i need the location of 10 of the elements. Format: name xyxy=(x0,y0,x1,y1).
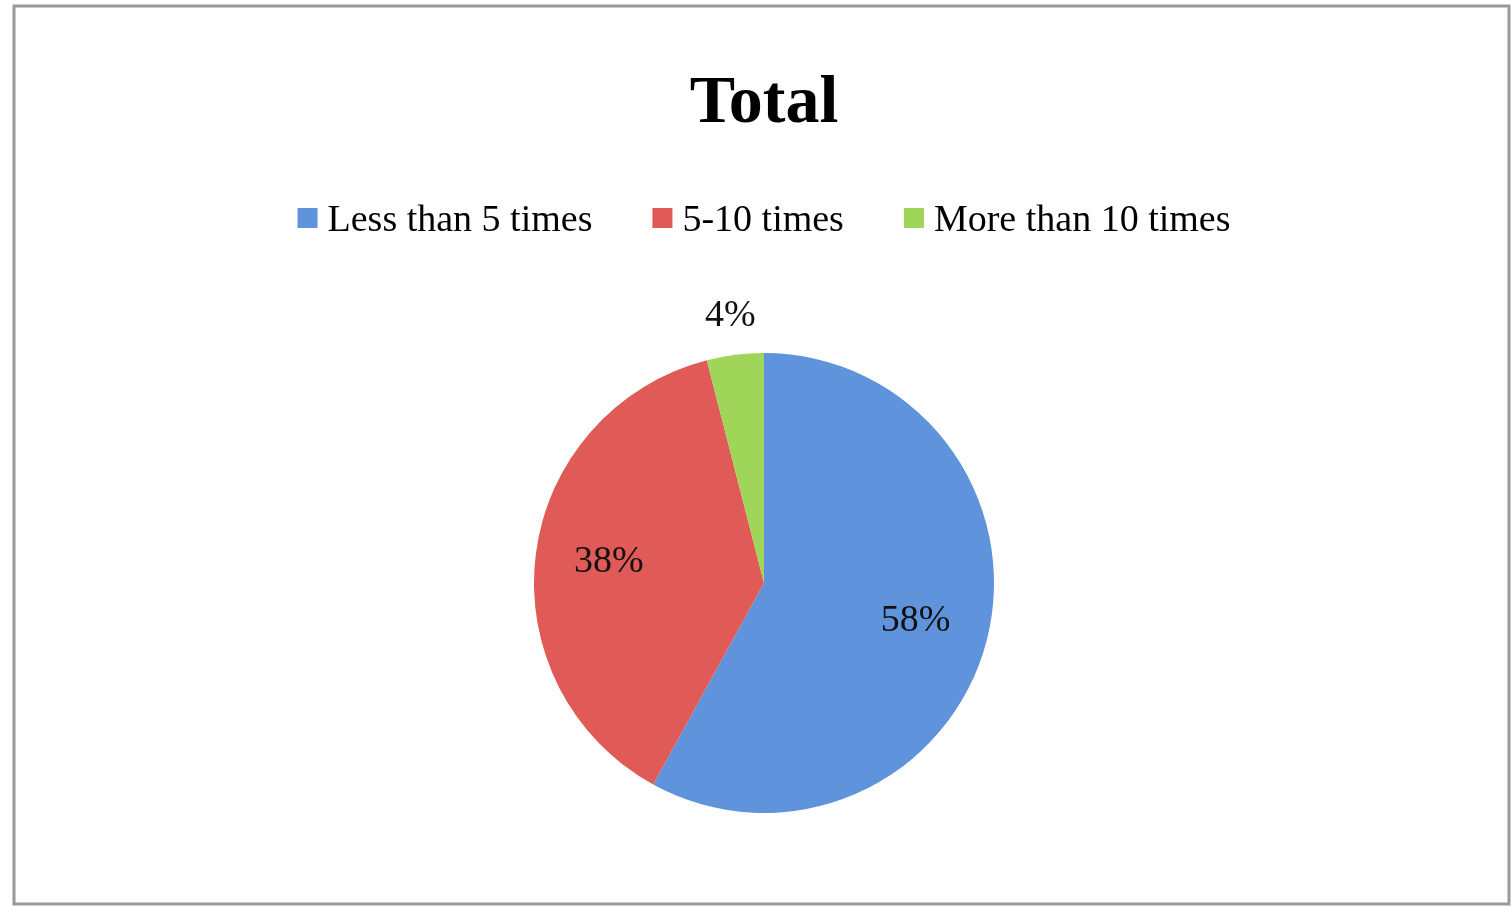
pie-slice xyxy=(534,360,764,785)
legend-label: 5-10 times xyxy=(682,196,844,239)
pie-slice xyxy=(653,353,994,813)
data-label: 4% xyxy=(705,291,756,334)
data-label: 38% xyxy=(574,538,644,581)
data-label: 58% xyxy=(880,596,951,639)
legend-label: Less than 5 times xyxy=(327,196,593,239)
legend-label: More than 10 times xyxy=(933,196,1231,239)
chart-title: Total xyxy=(689,61,839,137)
pie-slice xyxy=(706,353,764,583)
